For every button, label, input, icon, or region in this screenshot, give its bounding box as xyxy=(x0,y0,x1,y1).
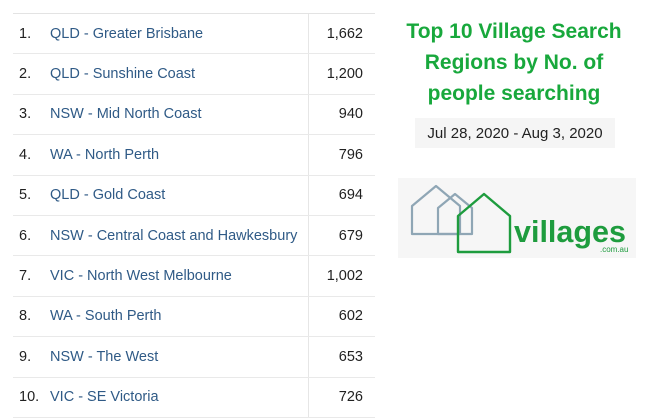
row-rank: 5. xyxy=(19,187,32,204)
table-row: 8. WA - South Perth 602 xyxy=(13,296,375,338)
row-region[interactable]: QLD - Greater Brisbane xyxy=(50,25,204,42)
row-region[interactable]: VIC - North West Melbourne xyxy=(50,268,232,285)
row-value: 1,200 xyxy=(308,54,375,94)
villages-logo: villages .com.au xyxy=(398,178,636,258)
row-region[interactable]: QLD - Sunshine Coast xyxy=(50,66,196,83)
row-value: 1,662 xyxy=(308,14,375,54)
headline-line-1: Top 10 Village Search xyxy=(406,20,622,43)
headline: Top 10 Village Search Regions by No. of … xyxy=(394,16,634,109)
logo-wordmark: villages xyxy=(514,214,626,249)
row-value: 726 xyxy=(308,377,375,417)
row-value: 940 xyxy=(308,94,375,135)
headline-line-2: Regions by No. of xyxy=(424,51,604,74)
row-value: 602 xyxy=(308,296,375,337)
table-row: 10. VIC - SE Victoria 726 xyxy=(13,377,375,418)
table-row: 6. NSW - Central Coast and Hawkesbury 67… xyxy=(13,215,375,257)
logo-domain-suffix: .com.au xyxy=(600,245,628,254)
row-rank: 9. xyxy=(19,348,32,365)
row-value: 796 xyxy=(308,135,375,175)
table-row: 3. NSW - Mid North Coast 940 xyxy=(13,94,375,136)
row-value: 653 xyxy=(308,337,375,377)
regions-table: 1. QLD - Greater Brisbane 1,662 2. QLD -… xyxy=(13,13,375,418)
row-rank: 3. xyxy=(19,106,32,123)
date-range: Jul 28, 2020 - Aug 3, 2020 xyxy=(415,118,615,148)
row-region[interactable]: NSW - The West xyxy=(50,348,159,365)
table-row: 4. WA - North Perth 796 xyxy=(13,135,375,176)
row-region[interactable]: NSW - Mid North Coast xyxy=(50,106,202,123)
row-rank: 10. xyxy=(19,389,40,406)
table-row: 9. NSW - The West 653 xyxy=(13,337,375,378)
table-row: 5. QLD - Gold Coast 694 xyxy=(13,175,375,216)
row-region[interactable]: QLD - Gold Coast xyxy=(50,187,166,204)
table-row: 1. QLD - Greater Brisbane 1,662 xyxy=(13,14,375,55)
row-rank: 2. xyxy=(19,66,32,83)
table-row: 7. VIC - North West Melbourne 1,002 xyxy=(13,256,375,297)
row-region[interactable]: WA - North Perth xyxy=(50,146,160,163)
row-rank: 4. xyxy=(19,146,32,163)
row-region[interactable]: WA - South Perth xyxy=(50,308,162,325)
row-value: 679 xyxy=(308,215,375,256)
row-value: 1,002 xyxy=(308,256,375,296)
headline-line-3: people searching xyxy=(427,82,601,105)
row-region[interactable]: VIC - SE Victoria xyxy=(50,389,159,406)
row-value: 694 xyxy=(308,175,375,215)
row-region[interactable]: NSW - Central Coast and Hawkesbury xyxy=(50,227,298,244)
table-row: 2. QLD - Sunshine Coast 1,200 xyxy=(13,54,375,95)
row-rank: 6. xyxy=(19,227,32,244)
row-rank: 8. xyxy=(19,308,32,325)
row-rank: 7. xyxy=(19,268,32,285)
houses-icon: villages .com.au xyxy=(410,184,628,254)
row-rank: 1. xyxy=(19,25,32,42)
